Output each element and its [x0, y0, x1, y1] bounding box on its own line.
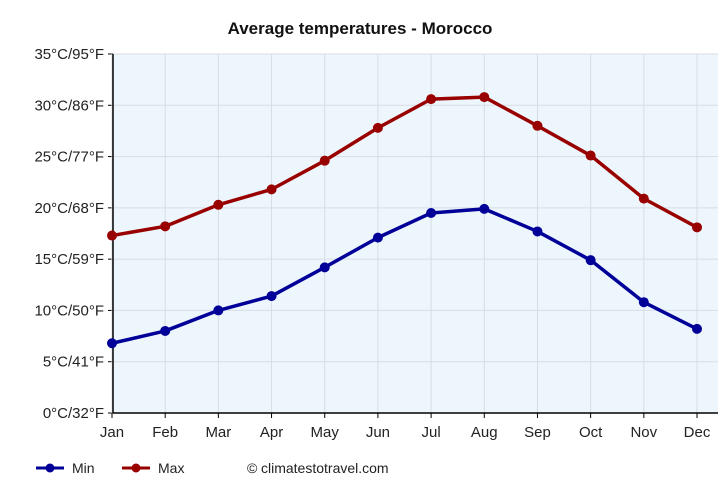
legend-label-max: Max [158, 460, 184, 476]
legend-marker-max [131, 463, 141, 473]
chart-title: Average temperatures - Morocco [228, 19, 493, 38]
data-point-min [692, 323, 702, 334]
legend-marker-min [45, 463, 55, 473]
data-point-max [585, 150, 596, 161]
data-point-min [213, 305, 224, 316]
x-tick-label: Jul [421, 424, 440, 441]
data-point-max [107, 230, 117, 241]
plot-background [113, 54, 718, 413]
data-point-min [107, 338, 117, 349]
data-point-min [319, 262, 330, 273]
y-tick-label: 10°C/50°F [34, 302, 104, 319]
x-tick-label: Sep [524, 424, 551, 441]
y-tick-label: 35°C/95°F [34, 46, 104, 63]
y-tick-label: 15°C/59°F [34, 251, 104, 268]
x-tick-label: May [311, 424, 340, 441]
credit-text: climatestotravel.com [261, 460, 389, 476]
x-tick-label: Jan [100, 424, 124, 441]
copyright-icon: © [247, 460, 258, 476]
data-point-max [638, 193, 649, 204]
data-point-min [479, 203, 490, 214]
data-point-min [266, 291, 277, 302]
data-point-min [160, 325, 171, 336]
legend-label-min: Min [72, 460, 95, 476]
data-point-max [319, 155, 330, 166]
y-tick-label: 20°C/68°F [34, 200, 104, 217]
y-tick-label: 25°C/77°F [34, 149, 104, 166]
data-point-max [160, 221, 171, 232]
data-point-max [213, 199, 224, 210]
plot-area: 0°C/32°F 5°C/41°F 10°C/50°F 15°C/59°F 20°C/6… [34, 46, 718, 441]
data-point-max [426, 94, 437, 105]
data-point-min [532, 226, 543, 237]
x-tick-label: Dec [684, 424, 711, 441]
legend: Min Max © climatestotravel.com [36, 460, 389, 476]
data-point-min [426, 207, 437, 218]
y-tick-label: 5°C/41°F [43, 354, 104, 371]
x-tick-label: Aug [471, 424, 498, 441]
x-tick-label: Oct [579, 424, 603, 441]
data-point-min [372, 232, 383, 243]
data-point-max [692, 222, 702, 233]
series-line-max [111, 95, 698, 238]
x-tick-label: Apr [260, 424, 283, 441]
x-tick-label: Jun [366, 424, 390, 441]
data-point-min [585, 255, 596, 266]
y-tick-label: 30°C/86°F [34, 97, 104, 114]
x-tick-label: Mar [205, 424, 231, 441]
x-tick-label: Feb [152, 424, 178, 441]
data-point-max [479, 92, 490, 103]
x-tick-label: Nov [630, 424, 657, 441]
data-point-min [638, 297, 649, 308]
series-line-min [111, 207, 698, 345]
data-point-max [372, 122, 383, 133]
data-point-max [532, 120, 543, 131]
y-tick-label: 0°C/32°F [43, 405, 104, 422]
data-point-max [266, 184, 277, 195]
